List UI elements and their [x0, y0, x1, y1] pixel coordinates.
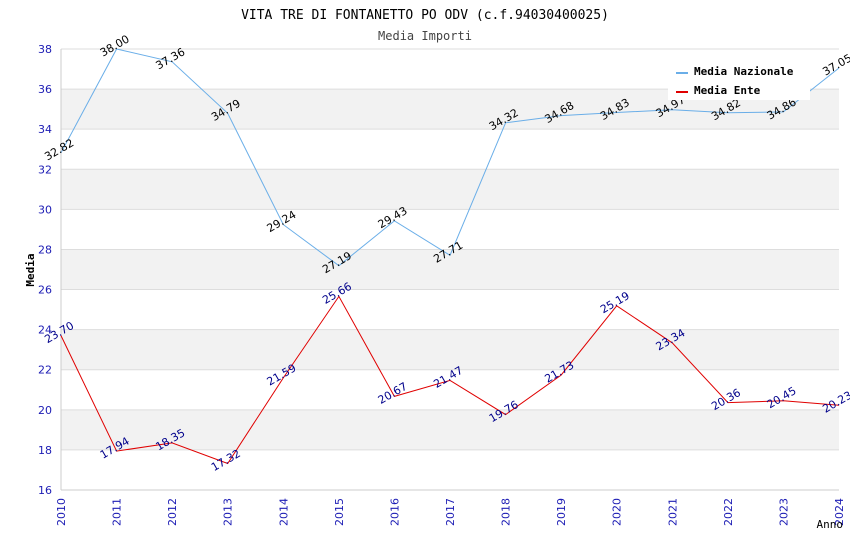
series-line-media-ente	[60, 295, 840, 465]
legend: Media Nazionale Media Ente	[668, 60, 810, 100]
x-tick-label: 2015	[333, 498, 346, 526]
grid-band	[61, 249, 839, 290]
data-label: 20.45	[765, 384, 799, 411]
x-tick-label: 2010	[55, 498, 68, 526]
legend-label-media-nazionale: Media Nazionale	[694, 65, 794, 78]
x-tick-label: 2021	[666, 498, 679, 526]
chart-subtitle: Media Importi	[378, 29, 472, 43]
y-tick-labels: 16 18 20 22 24 26 28 30 32 34 36 38	[38, 43, 52, 497]
series-line-media-nazionale	[60, 48, 840, 267]
x-axis-label: Anno	[817, 518, 844, 531]
x-tick-label: 2017	[444, 498, 457, 526]
x-tick-label: 2023	[777, 498, 790, 526]
data-label: 20.67	[376, 380, 410, 407]
y-tick-label: 20	[38, 404, 52, 417]
x-tick-label: 2022	[722, 498, 735, 526]
x-tick-label: 2016	[388, 498, 401, 526]
data-label: 17.32	[209, 447, 243, 474]
y-tick-label: 30	[38, 203, 52, 216]
y-tick-label: 26	[38, 284, 52, 297]
grid-bands	[61, 89, 839, 450]
data-label: 32.82	[42, 136, 76, 163]
series-lines	[60, 48, 840, 465]
y-tick-label: 22	[38, 364, 52, 377]
grid-band	[61, 329, 839, 370]
x-tick-label: 2019	[555, 498, 568, 526]
y-axis-label: Media	[24, 253, 37, 286]
x-tick-label: 2013	[222, 498, 235, 526]
legend-label-media-ente: Media Ente	[694, 84, 761, 97]
legend-background	[668, 60, 810, 100]
y-tick-label: 36	[38, 83, 52, 96]
x-tick-label: 2020	[611, 498, 624, 526]
y-tick-label: 28	[38, 243, 52, 256]
x-tick-label: 2012	[166, 498, 179, 526]
y-tick-label: 24	[38, 324, 52, 337]
grid-band	[61, 409, 839, 450]
x-tick-labels: 2010 2011 2012 2013 2014 2015 2016 2017 2018 2019…	[55, 498, 846, 526]
y-tick-label: 38	[38, 43, 52, 56]
y-tick-label: 32	[38, 163, 52, 176]
grid-band	[61, 169, 839, 210]
x-tick-label: 2011	[111, 498, 124, 526]
y-tick-label: 34	[38, 123, 52, 136]
data-label: 20.36	[709, 386, 743, 413]
chart-title: VITA TRE DI FONTANETTO PO ODV (c.f.94030…	[241, 8, 609, 23]
grid-lines	[61, 48, 839, 491]
data-label: 38.00	[98, 32, 132, 59]
x-tick-label: 2024	[833, 498, 846, 526]
x-tick-label: 2014	[277, 498, 290, 526]
y-tick-label: 16	[38, 484, 52, 497]
data-label: 37.05	[820, 52, 850, 79]
y-tick-label: 18	[38, 444, 52, 457]
data-label: 29.24	[265, 208, 299, 235]
x-tick-label: 2018	[500, 498, 513, 526]
